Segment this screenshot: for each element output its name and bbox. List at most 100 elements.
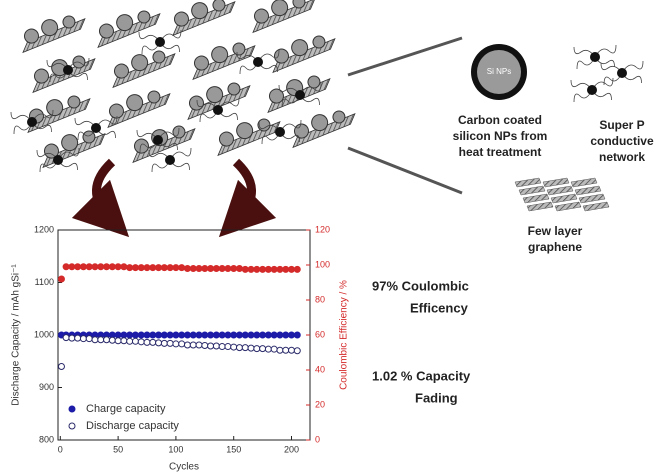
data-point bbox=[230, 265, 238, 272]
data-point bbox=[178, 331, 186, 339]
data-point bbox=[212, 342, 220, 350]
data-point bbox=[218, 343, 226, 351]
si-particle bbox=[62, 15, 76, 29]
carbon-fiber bbox=[258, 121, 281, 133]
data-point bbox=[131, 337, 139, 345]
carbon-fiber bbox=[257, 61, 278, 73]
data-point bbox=[143, 264, 151, 272]
data-point bbox=[108, 336, 116, 344]
data-point bbox=[137, 331, 145, 339]
si-particle bbox=[312, 35, 326, 49]
data-point bbox=[120, 331, 128, 339]
data-point bbox=[172, 264, 180, 272]
data-point bbox=[166, 339, 174, 347]
data-point bbox=[293, 265, 301, 273]
annotation: 1.02 % Capacity bbox=[372, 368, 471, 383]
data-point bbox=[91, 336, 99, 344]
data-point bbox=[103, 336, 111, 344]
y-tick-label: 900 bbox=[39, 382, 54, 392]
si-particle bbox=[33, 68, 49, 84]
data-point bbox=[259, 265, 267, 273]
carbon-black bbox=[63, 65, 73, 75]
x-tick-label: 0 bbox=[58, 444, 63, 454]
data-point bbox=[155, 264, 163, 272]
carbon-fiber bbox=[57, 147, 80, 161]
y-axis-label: Discharge Capacity / mAh gSi⁻¹ bbox=[11, 264, 22, 406]
annotation: 97% Coulombic bbox=[372, 278, 469, 293]
data-point bbox=[241, 265, 249, 273]
graphene-sheet bbox=[112, 50, 176, 89]
carbon-fiber bbox=[621, 72, 642, 84]
data-point bbox=[253, 345, 261, 353]
data-point bbox=[189, 265, 197, 272]
si-particle bbox=[108, 103, 124, 119]
x-tick-label: 100 bbox=[168, 444, 183, 454]
data-point bbox=[178, 340, 186, 348]
carbon-fiber bbox=[570, 79, 593, 91]
data-point bbox=[201, 265, 209, 272]
carbon-fiber bbox=[261, 131, 281, 145]
si-particle bbox=[311, 114, 329, 132]
data-point bbox=[212, 265, 220, 272]
data-point bbox=[74, 263, 82, 271]
data-point bbox=[282, 346, 290, 354]
data-point bbox=[241, 344, 249, 352]
data-point bbox=[126, 337, 134, 345]
data-point bbox=[143, 331, 151, 339]
si-particle bbox=[273, 48, 289, 64]
data-point bbox=[264, 345, 272, 353]
data-point bbox=[85, 263, 93, 271]
x-tick-label: 50 bbox=[113, 444, 123, 454]
caption-line: graphene bbox=[528, 240, 582, 254]
si-particle bbox=[41, 19, 59, 37]
data-point bbox=[230, 343, 238, 351]
data-point bbox=[183, 265, 191, 272]
carbon-fiber bbox=[217, 97, 240, 111]
caption-line: silicon NPs from bbox=[453, 129, 548, 143]
data-point bbox=[235, 331, 243, 339]
y-tick-label: 1100 bbox=[35, 277, 54, 287]
data-point bbox=[253, 265, 261, 273]
carbon-fiber bbox=[594, 44, 617, 58]
data-point bbox=[178, 264, 186, 272]
y2-tick-label: 80 bbox=[315, 294, 325, 304]
particle-label: Si NPs bbox=[487, 67, 511, 76]
carbon-fiber bbox=[196, 99, 219, 111]
carbon-fiber bbox=[39, 159, 59, 173]
data-point bbox=[74, 334, 82, 342]
y2-tick-label: 40 bbox=[315, 364, 325, 374]
network-caption: Super P conductive network bbox=[590, 118, 654, 164]
si-particle bbox=[98, 23, 114, 39]
legend-label: Discharge capacity bbox=[86, 420, 179, 432]
graphene-flake bbox=[518, 185, 546, 196]
carbon-black bbox=[617, 68, 627, 78]
carbon-fiber bbox=[573, 46, 596, 58]
graphene-sheet bbox=[32, 55, 96, 94]
electrode-illustration bbox=[10, 0, 644, 212]
carbon-fiber bbox=[151, 159, 171, 173]
data-point bbox=[207, 342, 215, 350]
x-tick-label: 200 bbox=[284, 444, 299, 454]
data-point bbox=[293, 347, 301, 355]
data-point bbox=[160, 331, 168, 339]
carbon-fiber bbox=[157, 127, 180, 141]
data-point bbox=[207, 265, 215, 272]
data-point bbox=[120, 337, 128, 345]
data-point bbox=[259, 331, 267, 339]
carbon-fiber bbox=[138, 31, 161, 43]
si-particle bbox=[211, 46, 229, 64]
carbon-fiber bbox=[281, 94, 301, 108]
data-point bbox=[201, 342, 209, 349]
legend-marker bbox=[68, 405, 76, 413]
data-point bbox=[270, 265, 278, 273]
carbon-black bbox=[155, 37, 165, 47]
carbon-fiber bbox=[95, 115, 118, 129]
data-point bbox=[149, 338, 157, 346]
data-point bbox=[68, 334, 76, 342]
data-point bbox=[97, 336, 105, 344]
data-point bbox=[241, 331, 249, 339]
y2-tick-label: 20 bbox=[315, 399, 325, 409]
carbon-fiber bbox=[74, 117, 97, 129]
data-point bbox=[126, 264, 134, 272]
